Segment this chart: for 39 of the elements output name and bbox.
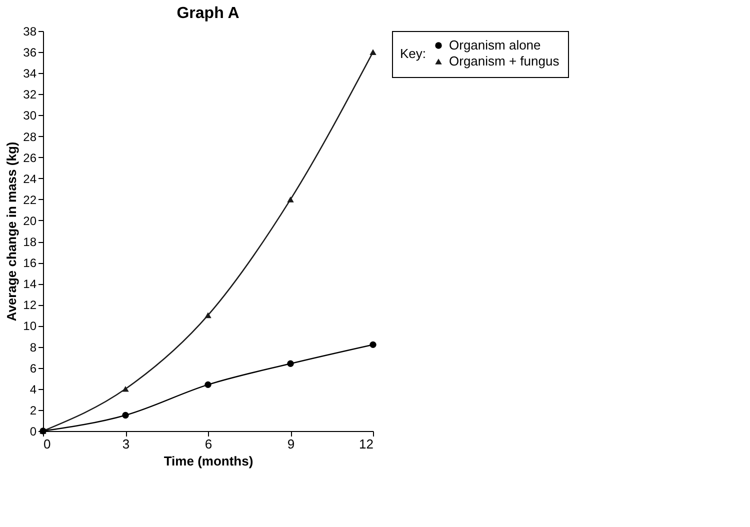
y-tick-label: 0 — [30, 424, 37, 438]
point — [370, 341, 376, 348]
point — [122, 412, 129, 419]
point — [287, 196, 294, 202]
y-tick-label: 20 — [23, 214, 37, 228]
y-tick-label: 32 — [23, 88, 37, 102]
point — [204, 381, 212, 388]
y-tick-label: 38 — [23, 24, 37, 38]
y-tick-label: 2 — [30, 403, 37, 418]
y-axis-title: Average change in mass (kg) — [4, 142, 20, 322]
y-tick-label: 24 — [23, 172, 37, 186]
legend-label: Organism alone — [449, 38, 541, 52]
point — [287, 360, 294, 367]
y-tick-label: 16 — [23, 256, 37, 270]
y-tick-label: 12 — [23, 298, 37, 312]
y-tick-label: 30 — [23, 108, 37, 123]
point — [122, 386, 129, 392]
y-tick-label: 6 — [30, 361, 37, 376]
legend-label: Organism + fungus — [449, 54, 560, 68]
y-tick-label: 28 — [23, 130, 37, 144]
y-tick-label: 26 — [23, 150, 37, 165]
x-tick-label: 9 — [287, 436, 295, 452]
y-tick-label: 10 — [23, 319, 37, 334]
y-tick-label: 4 — [30, 382, 37, 396]
x-tick-label: 12 — [359, 436, 374, 452]
y-tick-label: 34 — [23, 66, 37, 81]
x-tick-label: 3 — [122, 436, 130, 452]
y-tick-label: 36 — [23, 46, 37, 60]
y-tick-label: 8 — [30, 340, 37, 354]
legend-title: Key: — [400, 46, 426, 61]
x-axis-title: Time (months) — [164, 454, 254, 468]
y-tick-label: 14 — [23, 277, 37, 292]
y-tick-label: 18 — [23, 235, 37, 250]
point — [370, 49, 376, 55]
chart-title: Graph A — [176, 5, 240, 22]
point — [204, 312, 212, 318]
x-tick-label: 6 — [204, 436, 212, 452]
x-tick-label: 0 — [44, 436, 51, 452]
y-tick-label: 22 — [23, 192, 37, 207]
